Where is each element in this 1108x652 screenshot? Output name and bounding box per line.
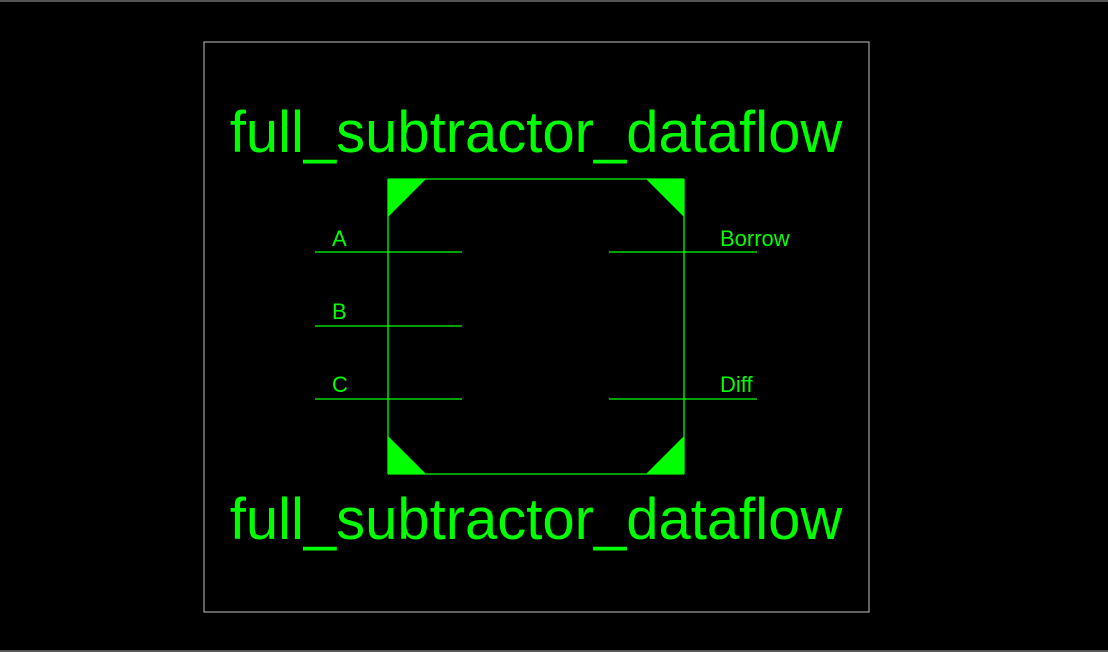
input-pin-a[interactable]: A (315, 226, 462, 253)
corner-bottom-left (388, 436, 426, 474)
corner-top-left (388, 179, 426, 217)
output-pin-diff-label: Diff (720, 372, 753, 397)
corner-bottom-right (646, 436, 684, 474)
symbol-frame (203, 41, 870, 613)
corner-top-right (646, 179, 684, 217)
input-pin-c-label: C (332, 372, 348, 397)
output-pin-borrow[interactable]: Borrow (609, 226, 790, 253)
module-body[interactable] (387, 178, 685, 475)
output-pin-borrow-label: Borrow (720, 226, 790, 251)
input-pin-a-label: A (332, 226, 347, 251)
symbol-title-bottom: full_subtractor_dataflow (230, 487, 844, 552)
symbol-title-top: full_subtractor_dataflow (230, 100, 844, 165)
input-pin-b[interactable]: B (315, 299, 462, 327)
input-pin-b-label: B (332, 299, 347, 324)
output-pin-diff[interactable]: Diff (609, 372, 757, 400)
input-pin-c[interactable]: C (315, 372, 462, 400)
